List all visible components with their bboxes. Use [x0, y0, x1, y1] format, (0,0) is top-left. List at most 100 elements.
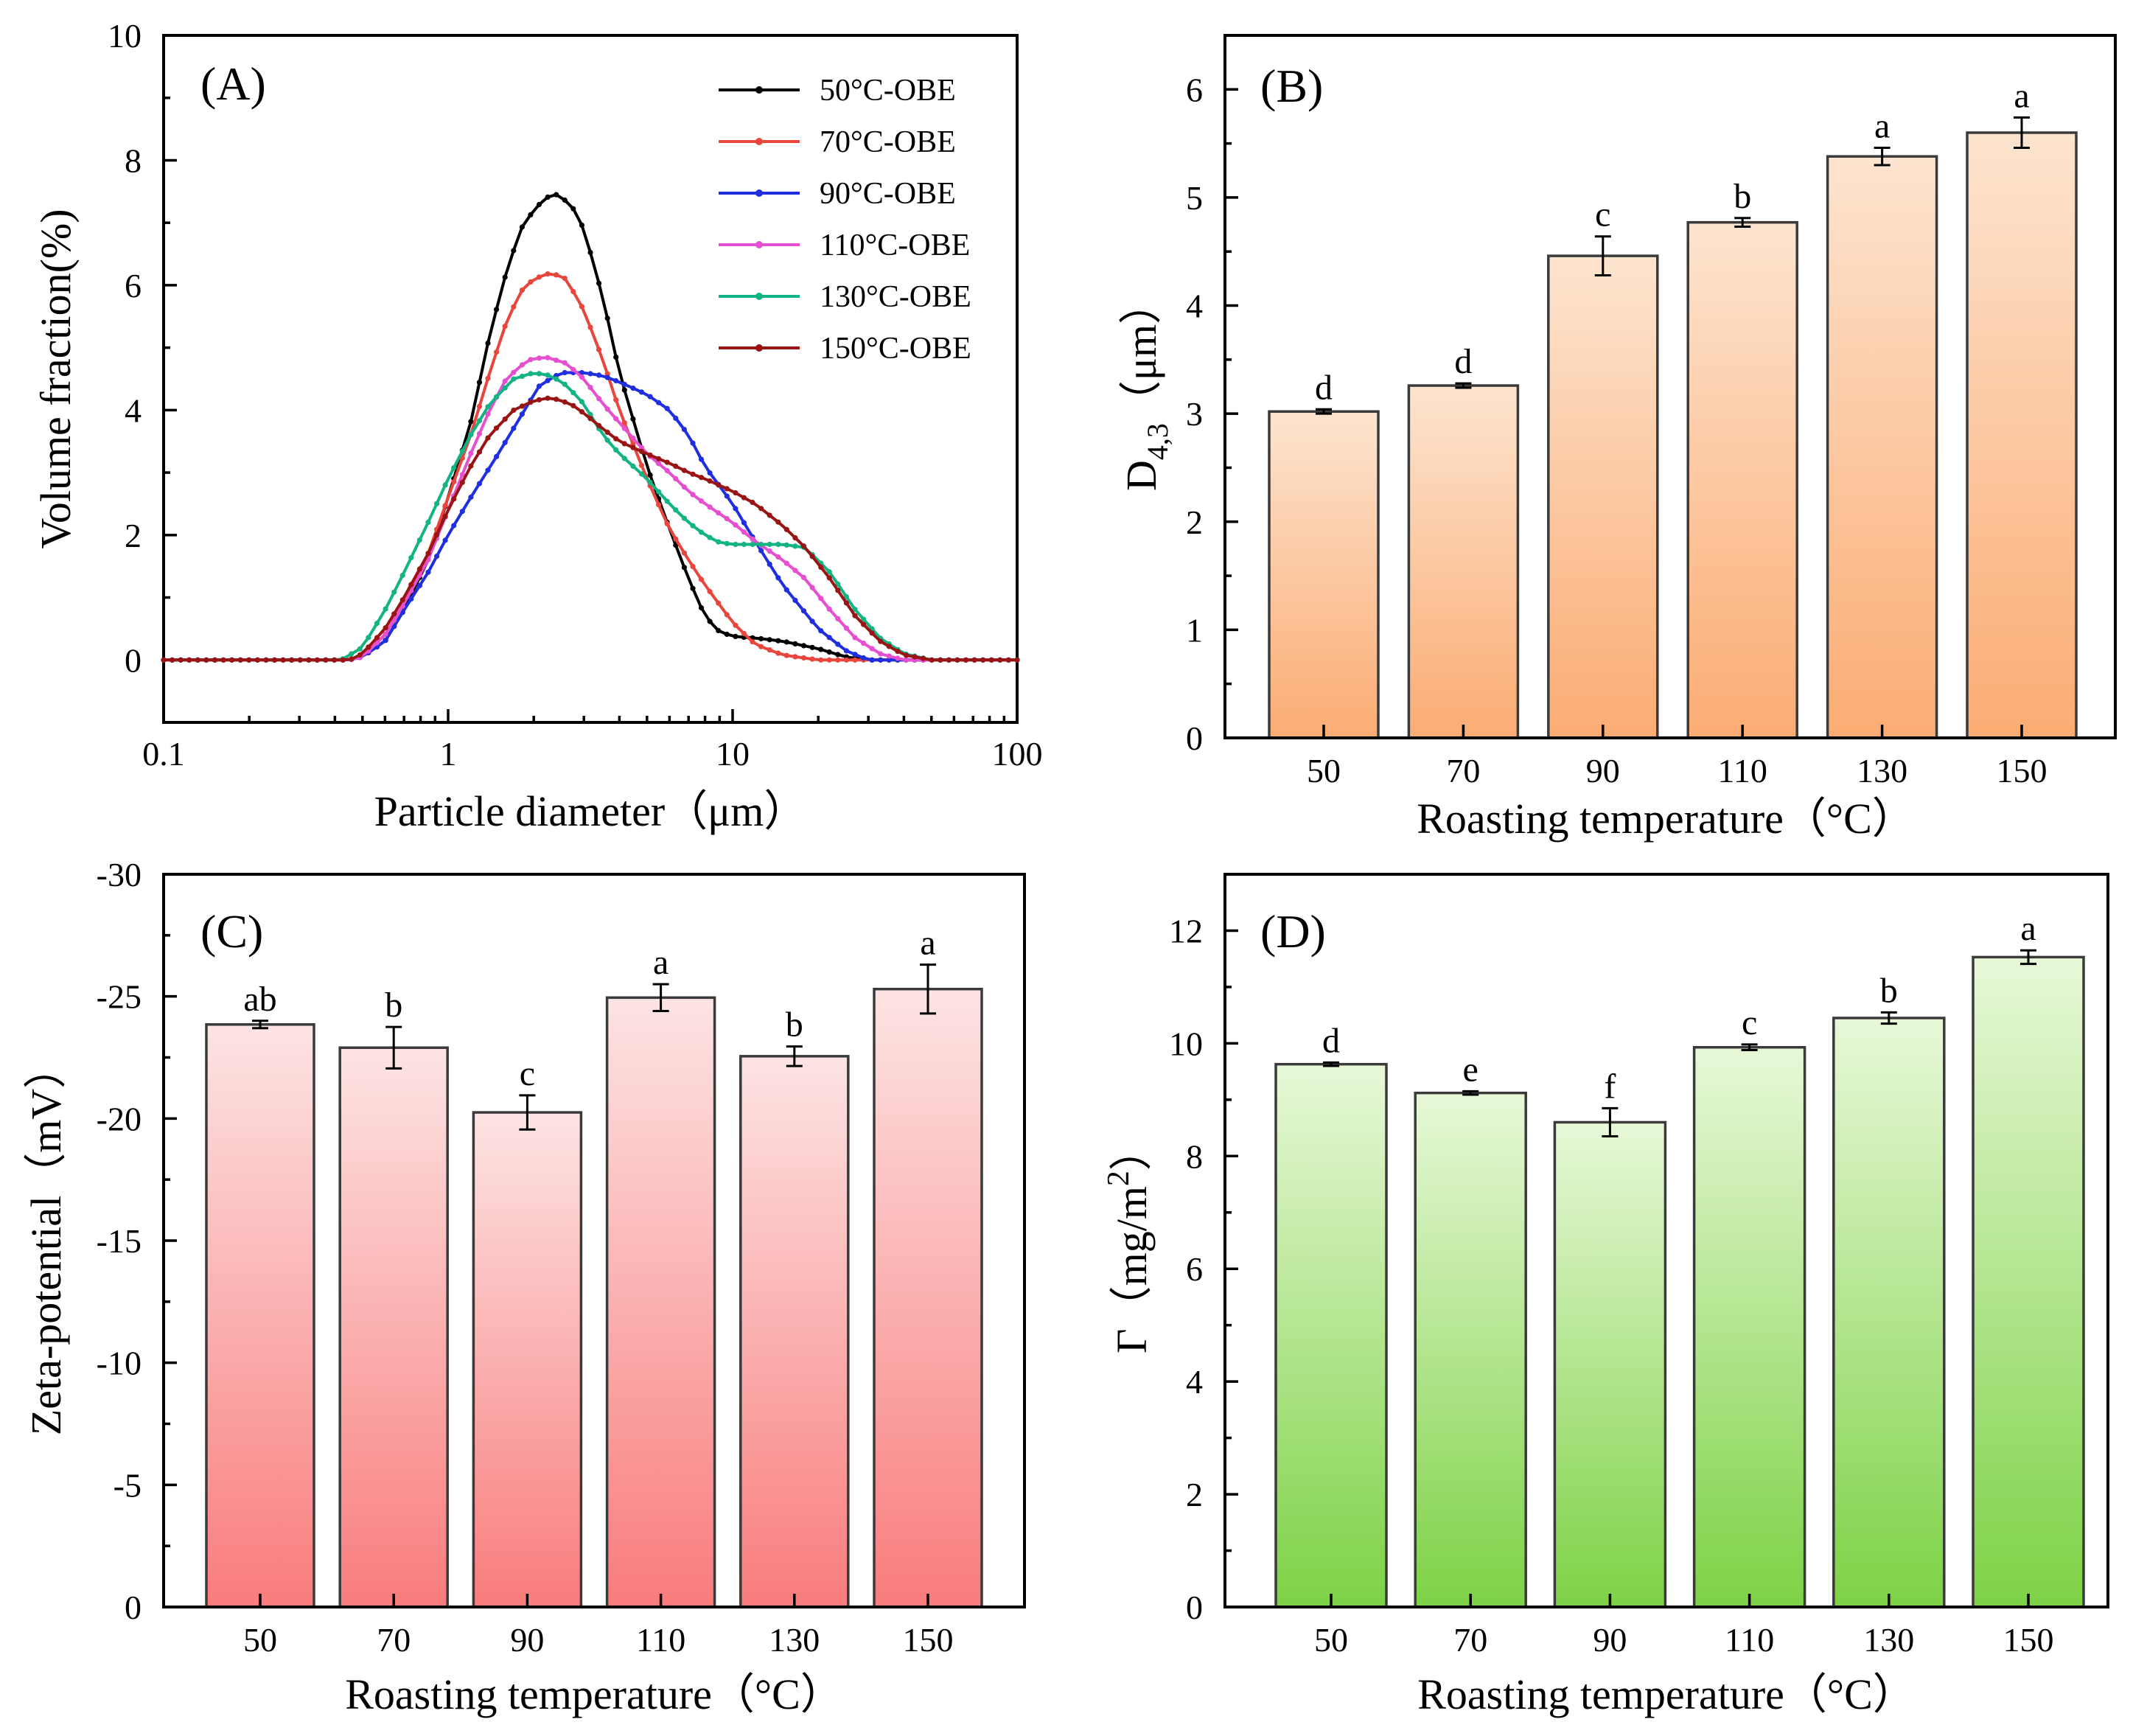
panel-b-significance-letter: d [1454, 342, 1472, 381]
panel-a-series-marker [852, 613, 858, 618]
panel-a-series-marker [741, 541, 747, 548]
panel-a-series-marker [826, 657, 832, 663]
panel-a-series-marker [459, 509, 465, 515]
panel-a-series-marker [656, 489, 662, 495]
panel-a-series-marker [545, 372, 551, 378]
panel-d-bar [1274, 1062, 1388, 1608]
panel-a-series-marker [758, 548, 764, 554]
panel-b-y-tick-label: 1 [1186, 611, 1203, 649]
panel-a-series-marker [596, 280, 602, 286]
panel-a-series-marker [988, 657, 994, 663]
panel-a-series-marker [485, 467, 491, 473]
panel-c-bar [605, 996, 716, 1608]
panel-a-series-marker [638, 448, 645, 455]
panel-c-bar [205, 1023, 315, 1608]
panel-a-series-marker [545, 395, 551, 401]
panel-a-series-marker [818, 628, 824, 634]
panel-b-bars [1268, 131, 2078, 739]
panel-b-significance-letter: d [1315, 368, 1333, 407]
panel-a-series-marker [511, 304, 517, 310]
panel-a-series-marker [963, 657, 969, 663]
panel-d-error-bar [1602, 1106, 1619, 1138]
panel-b-y-tick-label: 6 [1186, 71, 1203, 108]
panel-a-series-marker [545, 271, 551, 277]
panel-a-series-marker [186, 657, 192, 663]
panel-a-series-marker [596, 346, 602, 352]
panel-a-series-marker [818, 596, 824, 602]
panel-a-series-marker [519, 403, 526, 409]
panel-d-error-bar [1323, 1061, 1339, 1067]
panel-a-series-marker [792, 654, 798, 660]
panel-a-series-marker [724, 612, 730, 618]
panel-a-series-marker [562, 276, 568, 282]
panel-b-significance-letter: a [1874, 106, 1890, 145]
panel-a-series-marker [596, 422, 602, 428]
panel-a-series-marker [476, 449, 483, 455]
panel-a-series-marker [306, 657, 312, 663]
panel-a-series-marker [758, 635, 764, 642]
panel-a-series-marker [340, 657, 346, 663]
panel-a-series-marker [707, 588, 713, 595]
panel-a-series-marker [545, 355, 551, 360]
panel-d-y-tick-label: 0 [1186, 1589, 1203, 1626]
panel-a-series-marker [878, 638, 884, 644]
panel-a-series-marker [852, 635, 858, 641]
panel-a-series-marker [1005, 657, 1011, 663]
panel-a-series-marker [800, 574, 807, 581]
panel-a-series-marker [681, 484, 688, 490]
panel-a-series-marker [246, 657, 252, 663]
panel-a-series-marker [826, 569, 832, 575]
panel-a-series-marker [161, 657, 167, 663]
panel-c-bar [739, 1055, 850, 1608]
panel-a-series-marker [1014, 657, 1020, 663]
panel-a-series-marker [690, 523, 696, 529]
panel-a-series-marker [630, 435, 636, 441]
panel-a-series-marker [681, 427, 688, 433]
panel-a-series-marker [570, 366, 576, 372]
panel-a-series-marker [783, 542, 789, 548]
panel-a-series-marker [604, 374, 610, 380]
panel-d-x-tick-label: 70 [1453, 1621, 1487, 1659]
panel-a-series-marker [451, 523, 457, 529]
panel-c-bars [205, 987, 983, 1608]
panel-a-frame [162, 34, 1019, 724]
panel-c-label: (C) [200, 905, 263, 958]
panel-a-series-marker [502, 439, 508, 445]
panel-a-series-marker [707, 534, 713, 540]
panel-a-x-tick-label: 10 [716, 735, 750, 773]
panel-a-series-marker [383, 638, 388, 644]
panel-a-series-marker [664, 459, 670, 465]
panel-a-series-marker [716, 510, 722, 516]
panel-a-y-tick-label: 6 [125, 267, 142, 304]
panel-a-series-marker [861, 616, 867, 622]
panel-d-x-tick-label: 90 [1593, 1621, 1627, 1659]
panel-b-significance-letter: c [1595, 195, 1610, 234]
panel-a-series-marker [587, 371, 593, 377]
panel-a-series-marker [536, 274, 542, 280]
panel-a-series-marker [459, 472, 465, 478]
panel-a-series-marker [562, 360, 568, 366]
panel-b-y-title-unit: （μm） [1117, 282, 1165, 423]
panel-a-series-marker [733, 541, 739, 548]
panel-a-series-marker [502, 416, 508, 422]
panel-a-series-marker [878, 657, 884, 663]
panel-a-series-marker [442, 513, 448, 519]
panel-a-series-marker [809, 656, 815, 662]
panel-a-series-marker [852, 652, 858, 658]
panel-a-series-marker [383, 625, 388, 631]
panel-b-frame [1223, 34, 2117, 739]
panel-a-series-marker [349, 651, 355, 657]
panel-a-series-marker [938, 657, 943, 663]
panel-a-series-marker [750, 541, 755, 548]
panel-d-bar [1414, 1091, 1527, 1608]
panel-a-series-marker [468, 450, 474, 456]
panel-c-significance-letter: b [385, 986, 402, 1025]
panel-a-series-marker [767, 637, 772, 643]
panel-a-series-0 [161, 192, 1020, 663]
panel-c-error-bar [519, 1094, 536, 1131]
panel-a-series-marker [434, 531, 440, 538]
panel-a-series-marker [835, 641, 841, 647]
panel-a-series-marker [212, 657, 218, 663]
panel-a-series-marker [408, 596, 414, 602]
